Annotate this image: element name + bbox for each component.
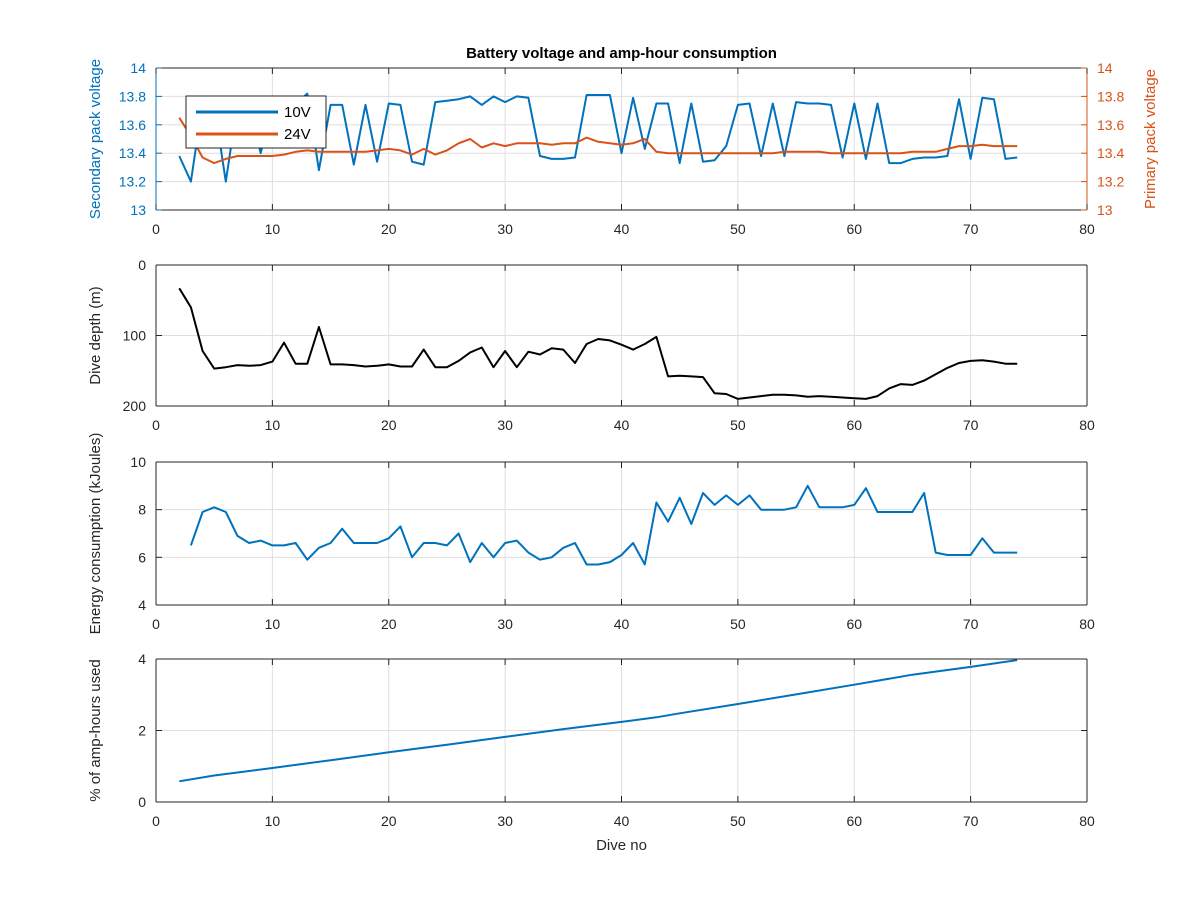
y-tick-label: 6 <box>138 549 146 565</box>
x-tick-label: 30 <box>497 221 513 237</box>
x-tick-label: 30 <box>497 417 513 433</box>
y-tick-label: 13 <box>130 202 146 218</box>
y-tick-label: 13.8 <box>119 88 146 104</box>
y-tick-label: 200 <box>123 398 147 414</box>
series-line-24V <box>178 117 1018 165</box>
x-tick-label: 0 <box>152 221 160 237</box>
y-tick-label-right: 14 <box>1097 60 1113 76</box>
y-tick-label: 4 <box>138 651 146 667</box>
x-tick-label: 50 <box>730 221 746 237</box>
x-tick-label: 80 <box>1079 813 1095 829</box>
x-tick-label: 40 <box>614 813 630 829</box>
series-line-10V <box>178 92 1018 183</box>
x-tick-label: 80 <box>1079 616 1095 632</box>
y-tick-label: 10 <box>130 454 146 470</box>
x-tick-label: 0 <box>152 616 160 632</box>
y-tick-label: 8 <box>138 502 146 518</box>
x-tick-label: 30 <box>497 813 513 829</box>
x-tick-label: 20 <box>381 221 397 237</box>
y-tick-label: 0 <box>138 794 146 810</box>
x-tick-label: 50 <box>730 813 746 829</box>
x-tick-label: 10 <box>265 813 281 829</box>
legend-box <box>185 95 327 149</box>
panel-3: 0 10 20 30 40 50 60 70 80 4 6 8 10 Energy consumption… <box>87 433 1095 635</box>
x-tick-label: 40 <box>614 221 630 237</box>
y-tick-label: 4 <box>138 597 146 613</box>
y-tick-label: 2 <box>138 723 146 739</box>
panel-4: 0 10 20 30 40 50 60 70 80 0 2 4 % of amp-hours used D… <box>87 651 1095 854</box>
y-tick-label-right: 13.8 <box>1097 88 1124 104</box>
y-axis-label-right: Primary pack voltage <box>1142 69 1159 209</box>
y-tick-label: 0 <box>138 257 146 273</box>
panel-1: 0 10 20 30 40 50 60 70 801313.213.413.613.814131… <box>87 45 1159 237</box>
y-axis-label: Dive depth (m) <box>87 286 104 384</box>
x-tick-label: 0 <box>152 813 160 829</box>
y-tick-label-right: 13.6 <box>1097 117 1124 133</box>
x-tick-label: 40 <box>614 417 630 433</box>
x-tick-label: 20 <box>381 813 397 829</box>
x-tick-label: 50 <box>730 616 746 632</box>
legend-label: 24V <box>284 126 311 143</box>
x-tick-label: 60 <box>846 616 862 632</box>
x-tick-label: 50 <box>730 417 746 433</box>
y-tick-label: 14 <box>130 60 146 76</box>
y-tick-label: 13.4 <box>119 145 146 161</box>
x-tick-label: 40 <box>614 616 630 632</box>
series-line-panel4 <box>179 659 1018 783</box>
chart-title: Battery voltage and amp-hour consumption <box>466 45 777 62</box>
x-tick-label: 10 <box>265 616 281 632</box>
x-tick-label: 0 <box>152 417 160 433</box>
x-tick-label: 60 <box>846 417 862 433</box>
y-axis-label: Energy consumption (kJoules) <box>87 433 104 635</box>
x-tick-label: 20 <box>381 417 397 433</box>
x-tick-label: 10 <box>265 417 281 433</box>
x-tick-label: 60 <box>846 221 862 237</box>
x-axis-label: Dive no <box>596 837 647 854</box>
x-tick-label: 20 <box>381 616 397 632</box>
y-tick-label: 13.6 <box>119 117 146 133</box>
x-tick-label: 70 <box>963 813 979 829</box>
panel-2: 0 10 20 30 40 50 60 70 80 0 100 200 Dive depth (m) <box>87 257 1095 433</box>
y-tick-label-right: 13 <box>1097 202 1113 218</box>
y-tick-label: 13.2 <box>119 174 146 190</box>
series-line-panel3 <box>189 484 1018 566</box>
x-tick-label: 70 <box>963 616 979 632</box>
y-axis-label: Secondary pack voltage <box>87 59 104 219</box>
x-tick-label: 80 <box>1079 417 1095 433</box>
x-tick-label: 70 <box>963 221 979 237</box>
x-tick-label: 10 <box>265 221 281 237</box>
series-line-panel2 <box>178 287 1018 400</box>
y-tick-label-right: 13.4 <box>1097 145 1124 161</box>
x-tick-label: 70 <box>963 417 979 433</box>
x-tick-label: 30 <box>497 616 513 632</box>
legend-label: 10V <box>284 104 311 121</box>
y-tick-label: 100 <box>123 328 147 344</box>
x-tick-label: 80 <box>1079 221 1095 237</box>
y-axis-label: % of amp-hours used <box>87 659 104 802</box>
y-tick-label-right: 13.2 <box>1097 174 1124 190</box>
x-tick-label: 60 <box>846 813 862 829</box>
